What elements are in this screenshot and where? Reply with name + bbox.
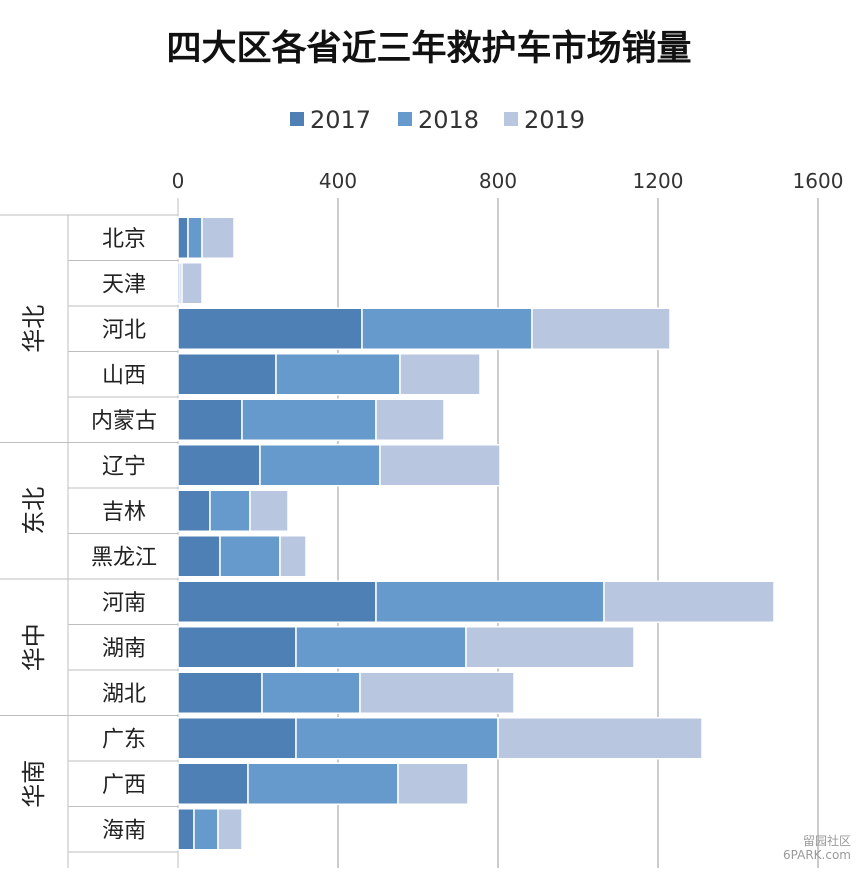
bar-辽宁-2018: [259, 444, 381, 487]
bar-湖北-2017: [177, 671, 263, 714]
bar-山西-2018: [275, 353, 401, 396]
legend-swatch-2017: [290, 112, 304, 126]
bar-山西-2019: [399, 353, 481, 396]
legend-label-2019: 2019: [524, 106, 585, 134]
category-label: 湖南: [102, 636, 146, 661]
x-tick-label: 400: [319, 169, 357, 193]
bar-河北-2019: [531, 307, 671, 350]
x-tick-label: 1200: [633, 169, 684, 193]
x-tick-label: 1600: [793, 169, 844, 193]
group-label: 东北: [20, 487, 48, 535]
bar-海南-2019: [217, 808, 243, 851]
bar-河南-2017: [177, 580, 377, 623]
bar-湖南-2017: [177, 626, 297, 669]
bar-广西-2017: [177, 762, 249, 805]
bar-河北-2017: [177, 307, 363, 350]
bar-广西-2018: [247, 762, 399, 805]
watermark-line1: 留园社区: [802, 834, 851, 848]
bar-广东-2018: [295, 717, 499, 760]
bar-湖北-2018: [261, 671, 361, 714]
bars: [177, 216, 775, 851]
category-label: 广西: [102, 773, 146, 798]
bar-北京-2019: [201, 216, 235, 259]
x-tick-label: 0: [172, 169, 185, 193]
category-label: 吉林: [102, 500, 146, 525]
category-label: 辽宁: [102, 454, 146, 479]
bar-海南-2018: [193, 808, 219, 851]
bar-吉林-2018: [209, 489, 251, 532]
bar-吉林-2017: [177, 489, 211, 532]
bar-广东-2017: [177, 717, 297, 760]
legend-swatch-2018: [398, 112, 412, 126]
category-label: 河南: [102, 591, 146, 616]
group-label: 华中: [20, 623, 48, 671]
bar-黑龙江-2018: [219, 535, 281, 578]
category-label: 黑龙江: [91, 545, 157, 570]
category-label: 广东: [102, 727, 146, 752]
x-tick-label: 800: [479, 169, 517, 193]
bar-北京-2017: [177, 216, 189, 259]
legend-label-2017: 2017: [310, 106, 371, 134]
watermark: 留园社区 6PARK.com: [783, 834, 851, 862]
bar-内蒙古-2018: [241, 398, 377, 441]
bar-广东-2019: [497, 717, 703, 760]
bar-河南-2019: [603, 580, 775, 623]
bar-黑龙江-2017: [177, 535, 221, 578]
category-label: 湖北: [102, 682, 146, 707]
category-label: 内蒙古: [91, 409, 157, 434]
bar-天津-2019: [181, 262, 203, 305]
category-label: 北京: [102, 227, 146, 252]
bar-河北-2018: [361, 307, 533, 350]
bar-海南-2017: [177, 808, 195, 851]
legend: 2017 2018 2019: [290, 106, 585, 134]
bar-辽宁-2017: [177, 444, 261, 487]
watermark-line2: 6PARK.com: [783, 848, 851, 862]
bar-吉林-2019: [249, 489, 289, 532]
bar-内蒙古-2019: [375, 398, 445, 441]
legend-swatch-2019: [504, 112, 518, 126]
bar-山西-2017: [177, 353, 277, 396]
bar-广西-2019: [397, 762, 469, 805]
bar-湖北-2019: [359, 671, 515, 714]
bar-内蒙古-2017: [177, 398, 243, 441]
group-label: 华北: [20, 305, 48, 353]
chart-title: 四大区各省近三年救护车市场销量: [166, 28, 691, 69]
legend-label-2018: 2018: [418, 106, 479, 134]
bar-河南-2018: [375, 580, 605, 623]
x-axis-ticks: 0 400 800 1200 1600: [172, 169, 844, 193]
bar-湖南-2019: [465, 626, 635, 669]
bar-湖南-2018: [295, 626, 467, 669]
category-label: 山西: [102, 363, 146, 388]
category-label: 天津: [102, 272, 146, 297]
bar-辽宁-2019: [379, 444, 501, 487]
bar-北京-2018: [187, 216, 203, 259]
bar-黑龙江-2019: [279, 535, 307, 578]
category-label: 河北: [102, 318, 146, 343]
group-label: 华南: [20, 760, 48, 808]
category-label: 海南: [102, 818, 146, 843]
